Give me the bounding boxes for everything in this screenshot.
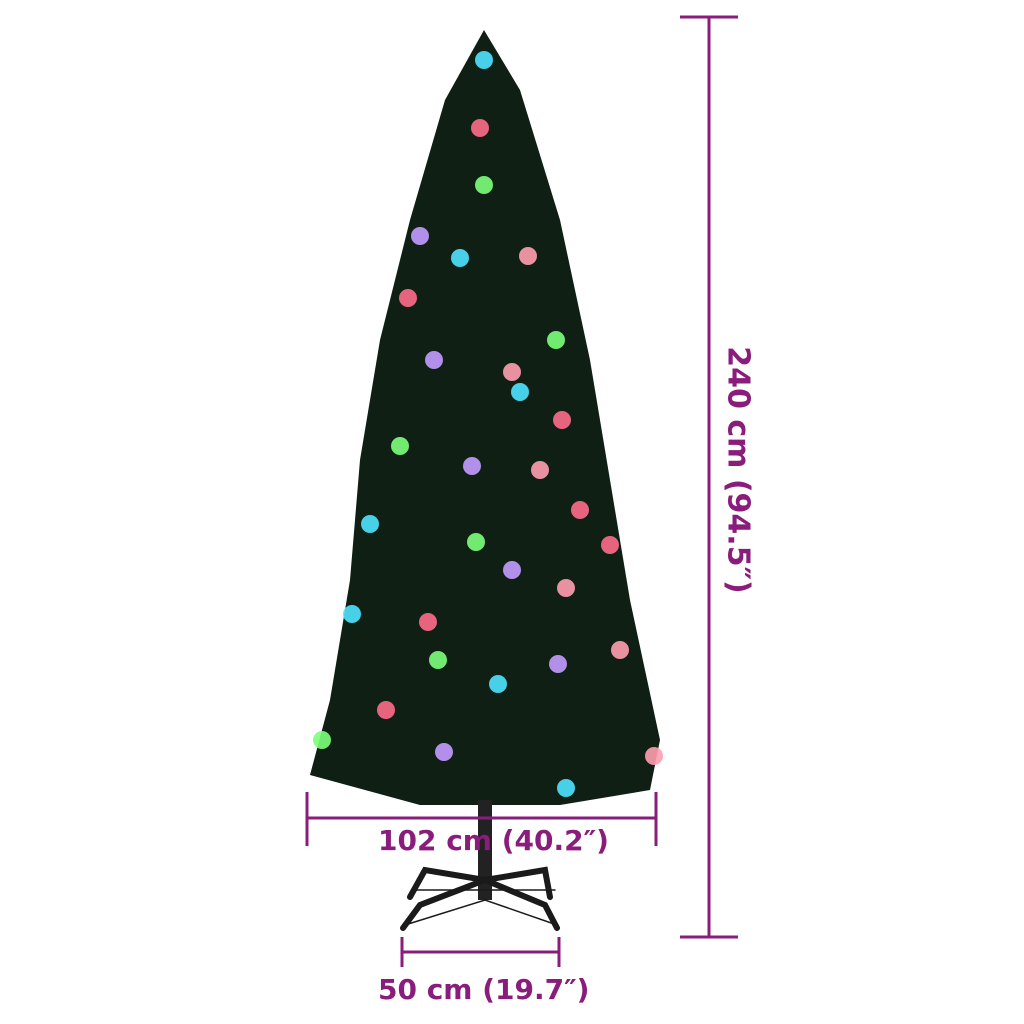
width-label: 102 cm (40.2″) bbox=[378, 824, 609, 857]
light-bulb bbox=[435, 743, 453, 761]
light-bulb bbox=[313, 731, 331, 749]
base-width-label: 50 cm (19.7″) bbox=[378, 973, 590, 1006]
light-bulb bbox=[519, 247, 537, 265]
tree bbox=[310, 30, 660, 900]
light-bulb bbox=[475, 176, 493, 194]
light-bulb bbox=[549, 655, 567, 673]
light-bulb bbox=[601, 536, 619, 554]
light-bulb bbox=[377, 701, 395, 719]
light-bulb bbox=[467, 533, 485, 551]
light-bulb bbox=[503, 363, 521, 381]
light-bulb bbox=[425, 351, 443, 369]
dimension-lines bbox=[305, 15, 738, 967]
light-bulb bbox=[547, 331, 565, 349]
light-bulb bbox=[451, 249, 469, 267]
light-bulb bbox=[557, 779, 575, 797]
stand bbox=[400, 866, 560, 931]
tree-trunk bbox=[478, 800, 492, 900]
light-bulb bbox=[471, 119, 489, 137]
light-bulb bbox=[511, 383, 529, 401]
light-bulb bbox=[475, 51, 493, 69]
light-bulb bbox=[343, 605, 361, 623]
light-bulb bbox=[399, 289, 417, 307]
light-bulb bbox=[463, 457, 481, 475]
light-bulb bbox=[361, 515, 379, 533]
light-bulb bbox=[611, 641, 629, 659]
light-bulb bbox=[531, 461, 549, 479]
light-bulb bbox=[503, 561, 521, 579]
light-bulb bbox=[553, 411, 571, 429]
light-bulb bbox=[645, 747, 663, 765]
light-bulb bbox=[489, 675, 507, 693]
light-bulb bbox=[391, 437, 409, 455]
light-bulb bbox=[411, 227, 429, 245]
light-bulb bbox=[571, 501, 589, 519]
tree-lights bbox=[313, 51, 663, 797]
light-bulb bbox=[419, 613, 437, 631]
height-label: 240 cm (94.5″) bbox=[720, 346, 756, 594]
light-bulb bbox=[557, 579, 575, 597]
tree-foliage bbox=[310, 30, 660, 805]
light-bulb bbox=[429, 651, 447, 669]
